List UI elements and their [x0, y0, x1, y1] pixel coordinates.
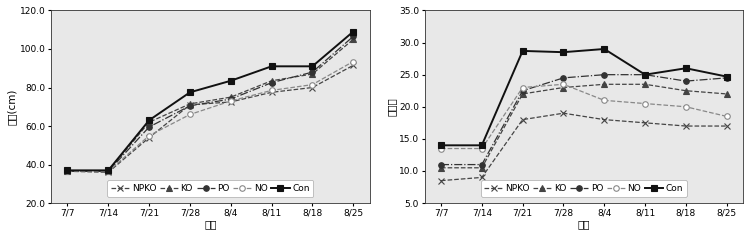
Con [518, 50, 527, 52]
NO [226, 100, 236, 102]
Y-axis label: 초장(cm): 초장(cm) [7, 88, 17, 125]
Con [349, 30, 358, 33]
NPKO [185, 103, 194, 106]
PO [349, 35, 358, 38]
KO [682, 89, 691, 92]
PO [185, 104, 194, 107]
KO [267, 79, 276, 82]
KO [104, 170, 112, 173]
X-axis label: 날짜: 날짜 [578, 219, 590, 229]
KO [308, 73, 317, 76]
PO [559, 76, 568, 79]
Con [436, 144, 445, 147]
NPKO [722, 125, 731, 127]
PO [477, 163, 486, 166]
KO [226, 96, 236, 99]
NO [145, 134, 154, 137]
NPKO [104, 171, 112, 174]
Line: PO: PO [438, 72, 730, 167]
PO [145, 126, 154, 128]
PO [518, 89, 527, 92]
Line: NO: NO [64, 59, 356, 174]
NO [63, 170, 72, 173]
Line: KO: KO [64, 37, 356, 174]
NO [559, 83, 568, 86]
Con [267, 65, 276, 68]
NO [722, 115, 731, 118]
KO [600, 83, 609, 86]
Con [640, 73, 650, 76]
KO [640, 83, 650, 86]
NPKO [559, 112, 568, 115]
KO [145, 121, 154, 124]
KO [185, 102, 194, 105]
Line: Con: Con [64, 28, 357, 174]
Con [104, 169, 112, 172]
NO [349, 60, 358, 63]
NPKO [477, 176, 486, 179]
NPKO [349, 64, 358, 67]
NPKO [226, 101, 236, 103]
X-axis label: 날짜: 날짜 [204, 219, 217, 229]
PO [308, 71, 317, 73]
NO [308, 83, 317, 86]
Line: NPKO: NPKO [64, 63, 356, 175]
NO [267, 89, 276, 92]
KO [63, 170, 72, 173]
NPKO [145, 136, 154, 139]
Con [722, 75, 731, 78]
Con [63, 169, 72, 172]
KO [477, 166, 486, 169]
NPKO [518, 118, 527, 121]
PO [436, 163, 445, 166]
PO [682, 80, 691, 83]
KO [722, 93, 731, 95]
Con [682, 67, 691, 70]
PO [722, 76, 731, 79]
NPKO [600, 118, 609, 121]
Line: PO: PO [64, 34, 356, 174]
PO [63, 170, 72, 173]
KO [436, 166, 445, 169]
Line: NO: NO [438, 81, 730, 151]
NO [477, 147, 486, 150]
Con [477, 144, 486, 147]
PO [104, 170, 112, 173]
Con [559, 51, 568, 54]
NO [518, 86, 527, 89]
PO [600, 73, 609, 76]
Line: Con: Con [437, 46, 730, 149]
Con [226, 79, 236, 82]
Con [145, 119, 154, 122]
NPKO [308, 86, 317, 89]
NO [436, 147, 445, 150]
NPKO [267, 91, 276, 94]
NPKO [436, 179, 445, 182]
NO [185, 113, 194, 116]
PO [226, 98, 236, 101]
NO [104, 170, 112, 173]
NO [640, 102, 650, 105]
PO [267, 81, 276, 84]
Legend: NPKO, KO, PO, NO, Con: NPKO, KO, PO, NO, Con [107, 181, 314, 197]
Line: NPKO: NPKO [438, 110, 730, 183]
NPKO [682, 125, 691, 127]
NO [600, 99, 609, 102]
KO [559, 86, 568, 89]
Y-axis label: 분엽수: 분엽수 [386, 97, 396, 116]
PO [640, 73, 650, 76]
Line: KO: KO [438, 81, 730, 171]
NPKO [63, 170, 72, 173]
NO [682, 105, 691, 108]
Legend: NPKO, KO, PO, NO, Con: NPKO, KO, PO, NO, Con [481, 181, 687, 197]
NPKO [640, 121, 650, 124]
Con [600, 48, 609, 51]
KO [349, 38, 358, 41]
Con [185, 91, 194, 94]
Con [308, 65, 317, 68]
KO [518, 93, 527, 95]
